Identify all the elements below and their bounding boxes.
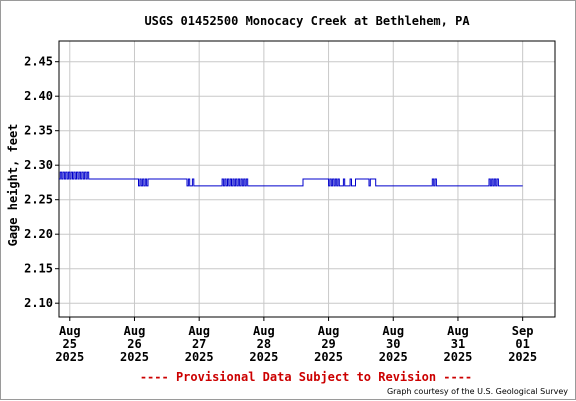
x-tick-label-month: Aug xyxy=(447,324,469,338)
usgs-credit: Graph courtesy of the U.S. Geological Su… xyxy=(387,387,568,396)
x-tick-label-day: 30 xyxy=(386,337,400,351)
x-tick-label-day: 28 xyxy=(257,337,271,351)
x-tick-label-year: 2025 xyxy=(55,350,84,364)
x-tick-label-year: 2025 xyxy=(508,350,537,364)
y-tick-label: 2.40 xyxy=(24,89,53,103)
x-tick-label-month: Aug xyxy=(318,324,340,338)
y-tick-label: 2.35 xyxy=(24,124,53,138)
x-tick-label-year: 2025 xyxy=(379,350,408,364)
x-tick-label-day: 31 xyxy=(451,337,465,351)
chart-title: USGS 01452500 Monocacy Creek at Bethlehe… xyxy=(144,14,470,28)
y-tick-label: 2.10 xyxy=(24,296,53,310)
x-tick-label-month: Aug xyxy=(253,324,275,338)
x-tick-label-month: Aug xyxy=(59,324,81,338)
x-tick-label-day: 29 xyxy=(321,337,335,351)
x-tick-label-year: 2025 xyxy=(314,350,343,364)
x-tick-label-day: 01 xyxy=(515,337,529,351)
x-tick-label-month: Aug xyxy=(124,324,146,338)
x-axis-ticks: Aug252025Aug262025Aug272025Aug282025Aug2… xyxy=(55,317,537,364)
y-axis-ticks: 2.10 2.15 2.20 2.25 2.30 2.35 2.40 2.45 xyxy=(24,55,59,310)
x-tick-label-month: Sep xyxy=(512,324,534,338)
y-tick-label: 2.45 xyxy=(24,55,53,69)
x-tick-label-day: 26 xyxy=(127,337,141,351)
provisional-note: ---- Provisional Data Subject to Revisio… xyxy=(140,370,472,384)
x-tick-label-month: Aug xyxy=(382,324,404,338)
x-tick-label-day: 27 xyxy=(192,337,206,351)
x-tick-label-year: 2025 xyxy=(120,350,149,364)
x-tick-label-day: 25 xyxy=(63,337,77,351)
y-axis-label: Gage height, feet xyxy=(6,124,20,247)
y-tick-label: 2.25 xyxy=(24,193,53,207)
x-tick-label-year: 2025 xyxy=(185,350,214,364)
x-tick-label-year: 2025 xyxy=(249,350,278,364)
y-tick-label: 2.30 xyxy=(24,158,53,172)
y-tick-label: 2.20 xyxy=(24,227,53,241)
x-tick-label-month: Aug xyxy=(188,324,210,338)
y-tick-label: 2.15 xyxy=(24,262,53,276)
x-tick-label-year: 2025 xyxy=(444,350,473,364)
gage-height-series-line xyxy=(59,171,523,187)
